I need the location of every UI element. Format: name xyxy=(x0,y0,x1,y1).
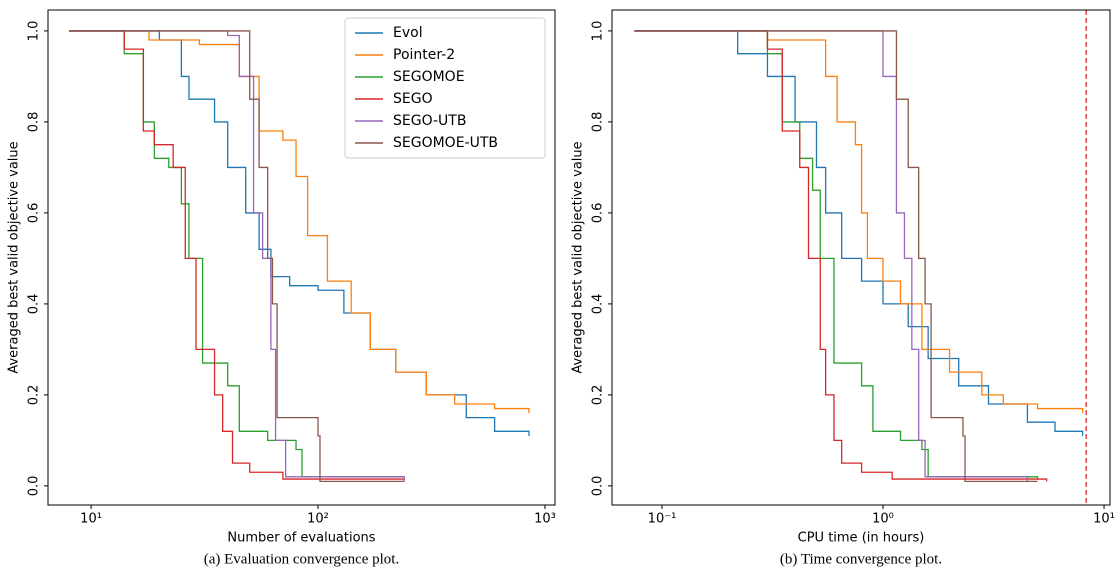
y-tick-label: 1.0 xyxy=(591,21,606,42)
x-tick-label: 10³ xyxy=(534,512,556,527)
legend-label: SEGOMOE xyxy=(393,69,465,85)
series-line xyxy=(69,30,405,482)
plot-area xyxy=(634,30,1084,482)
y-axis-label: Averaged best valid objective value xyxy=(7,141,22,373)
y-tick-label: 0.2 xyxy=(591,385,606,406)
legend-label: SEGOMOE-UTB xyxy=(393,135,498,151)
legend-label: Pointer-2 xyxy=(393,47,455,63)
y-tick-label: 0.6 xyxy=(591,203,606,224)
x-tick-label: 10¹ xyxy=(80,512,102,527)
series-line xyxy=(69,30,405,480)
legend-label: SEGO-UTB xyxy=(393,113,466,129)
x-axis-label: Number of evaluations xyxy=(227,531,375,546)
y-tick-label: 0.0 xyxy=(591,476,606,497)
x-tick-label: 10¹ xyxy=(1093,512,1115,527)
x-tick-label: 10⁰ xyxy=(872,512,894,527)
series-line xyxy=(634,30,1038,482)
caption: (b) Time convergence plot. xyxy=(780,551,942,567)
y-tick-label: 1.0 xyxy=(27,21,42,42)
series-line xyxy=(634,30,1039,480)
legend-box xyxy=(344,17,546,159)
y-tick-label: 0.0 xyxy=(27,476,42,497)
series-line xyxy=(634,30,1048,482)
y-tick-label: 0.8 xyxy=(27,112,42,133)
x-tick-label: 10⁻¹ xyxy=(648,512,677,527)
caption: (a) Evaluation convergence plot. xyxy=(204,551,399,567)
y-tick-label: 0.2 xyxy=(27,385,42,406)
plot-area xyxy=(69,30,530,482)
legend-label: SEGO xyxy=(393,91,433,107)
y-axis-label: Averaged best valid objective value xyxy=(571,141,586,373)
x-tick-label: 10² xyxy=(307,512,329,527)
axes-frame xyxy=(611,9,1111,506)
legend-label: Evol xyxy=(393,25,423,41)
y-tick-label: 0.4 xyxy=(27,294,42,315)
x-axis-label: CPU time (in hours) xyxy=(798,531,925,546)
axes-frame xyxy=(47,9,556,506)
y-tick-label: 0.6 xyxy=(27,203,42,224)
y-tick-label: 0.8 xyxy=(591,112,606,133)
series-line xyxy=(69,30,405,482)
series-line xyxy=(634,30,1084,436)
series-line xyxy=(634,30,1084,414)
series-line xyxy=(634,30,1029,482)
y-tick-label: 0.4 xyxy=(591,294,606,315)
